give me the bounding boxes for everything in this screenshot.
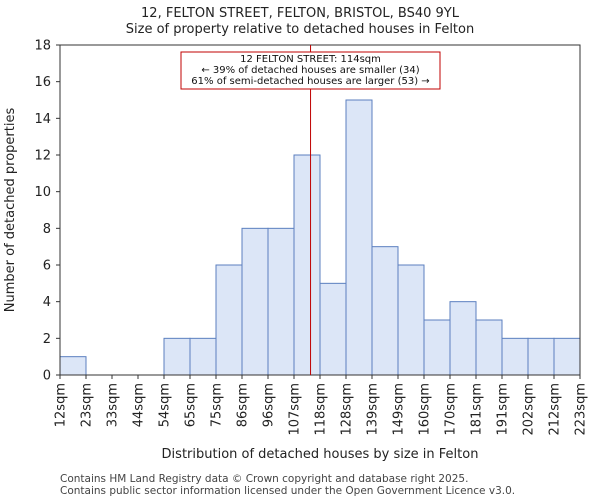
y-tick-label: 12 [34, 149, 51, 164]
bar-128sqm [345, 99, 373, 376]
y-tick-label: 4 [43, 295, 51, 310]
x-tick-label: 223sqm [574, 383, 589, 436]
x-tick-label: 212sqm [548, 383, 563, 436]
y-axis-label: Number of detached properties [3, 108, 18, 313]
x-tick-label: 170sqm [444, 383, 459, 436]
y-ticks: 0 2 4 6 8 10 12 14 16 18 [34, 39, 60, 384]
x-tick-label: 202sqm [522, 383, 537, 436]
x-tick-label: 118sqm [314, 383, 329, 436]
annotation-line-3: 61% of semi-detached houses are larger (… [191, 76, 429, 87]
y-tick-label: 8 [43, 222, 51, 237]
x-tick-label: 23sqm [80, 383, 95, 427]
y-tick-label: 0 [43, 369, 51, 384]
y-tick-label: 10 [34, 185, 51, 200]
bar-118sqm [319, 282, 347, 376]
bar-160sqm [423, 319, 451, 376]
y-tick-label: 18 [34, 39, 51, 54]
x-tick-label: 65sqm [184, 383, 199, 427]
plot-frame [59, 44, 581, 376]
x-tick-label: 181sqm [470, 383, 485, 436]
x-tick-label: 33sqm [106, 383, 121, 427]
x-tick-label: 44sqm [132, 383, 147, 427]
x-tick-label: 107sqm [288, 383, 303, 436]
bar-65sqm [189, 337, 217, 376]
y-tick-label: 2 [43, 332, 51, 347]
x-tick-label: 12sqm [54, 383, 69, 427]
bar-149sqm [397, 264, 425, 376]
x-tick-label: 128sqm [340, 383, 355, 436]
bar-75sqm [215, 264, 243, 376]
footer-line-1: Contains HM Land Registry data © Crown c… [60, 473, 468, 485]
annotation-border [180, 51, 441, 90]
x-tick-label: 75sqm [210, 383, 225, 427]
bar-191sqm [501, 337, 529, 376]
bar-86sqm [241, 227, 269, 376]
bar-107sqm [293, 154, 321, 376]
y-tick-label: 16 [34, 75, 51, 90]
bar-202sqm [527, 337, 555, 376]
bar-12sqm [59, 356, 87, 376]
annotation-line-1: 12 FELTON STREET: 114sqm [240, 54, 381, 65]
x-tick-label: 54sqm [158, 383, 173, 427]
chart-subtitle: Size of property relative to detached ho… [126, 22, 474, 37]
x-tick-label: 191sqm [496, 383, 511, 436]
bar-170sqm [449, 301, 477, 376]
chart-title: 12, FELTON STREET, FELTON, BRISTOL, BS40… [141, 6, 460, 21]
bar-139sqm [371, 246, 399, 376]
y-tick-label: 6 [43, 259, 51, 274]
bar-181sqm [475, 319, 503, 376]
annotation-line-2: ← 39% of detached houses are smaller (34… [201, 65, 419, 76]
bar-212sqm [553, 337, 581, 376]
x-tick-label: 149sqm [392, 383, 407, 436]
x-tick-label: 96sqm [262, 383, 277, 427]
footer-line-2: Contains public sector information licen… [60, 485, 515, 497]
annotation-box: 12 FELTON STREET: 114sqm ← 39% of detach… [180, 51, 441, 90]
bar-54sqm [163, 337, 191, 376]
bar-96sqm [267, 227, 295, 376]
x-ticks: 12sqm 23sqm 33sqm 44sqm 54sqm 65sqm 75sqm 86sqm… [54, 375, 589, 436]
x-tick-label: 160sqm [418, 383, 433, 436]
bars-group [59, 99, 581, 376]
y-tick-label: 14 [34, 112, 51, 127]
x-tick-label: 86sqm [236, 383, 251, 427]
x-tick-label: 139sqm [366, 383, 381, 436]
x-axis-label: Distribution of detached houses by size … [162, 447, 479, 462]
